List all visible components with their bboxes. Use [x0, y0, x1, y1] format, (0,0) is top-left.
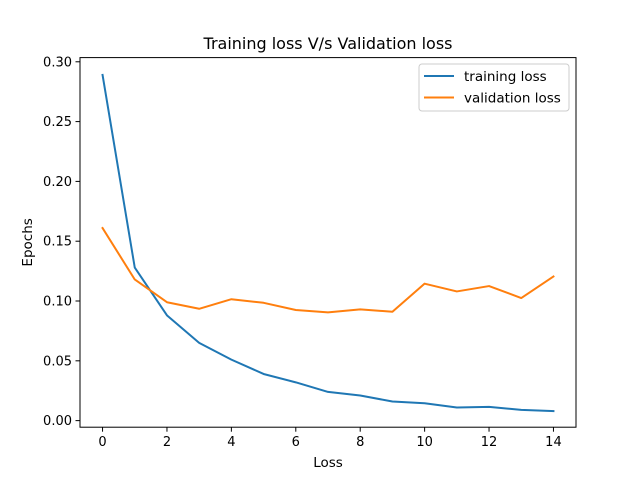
plot-area-frame: [79, 57, 577, 428]
legend: training loss validation loss: [418, 63, 570, 112]
y-axis-ticks: 0.00 0.05 0.10 0.15 0.20 0.25 0.30: [43, 55, 80, 429]
chart-title: Training loss V/s Validation loss: [203, 34, 453, 53]
x-tick-label: 8: [356, 435, 364, 450]
legend-entry-1: validation loss: [464, 91, 561, 107]
x-tick-label: 4: [227, 435, 235, 450]
y-tick-label: 0.30: [43, 55, 72, 70]
x-tick-label: 2: [163, 435, 171, 450]
y-tick-label: 0.15: [43, 235, 72, 250]
series-line-0: [101, 73, 555, 413]
x-tick-label: 12: [481, 435, 498, 450]
y-tick-label: 0.00: [43, 414, 72, 429]
legend-box: [418, 63, 570, 112]
plot-lines: [101, 73, 555, 413]
y-axis-label: Epochs: [20, 218, 36, 266]
x-axis-label: Loss: [313, 455, 343, 471]
y-tick-label: 0.25: [43, 115, 72, 130]
x-tick-label: 14: [545, 435, 562, 450]
x-tick-label: 6: [292, 435, 300, 450]
x-tick-label: 10: [416, 435, 433, 450]
x-axis-ticks: 0 2 4 6 8 10 12 14: [98, 427, 562, 450]
y-tick-label: 0.20: [43, 175, 72, 190]
legend-entry-0: training loss: [464, 69, 547, 85]
series-line-1: [101, 226, 555, 314]
y-tick-label: 0.05: [43, 354, 72, 369]
y-tick-label: 0.10: [43, 295, 72, 310]
x-tick-label: 0: [98, 435, 106, 450]
